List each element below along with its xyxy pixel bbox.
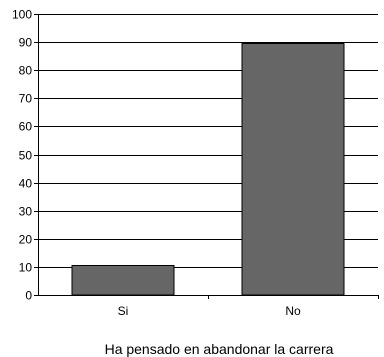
y-tick-label: 40 (19, 177, 33, 191)
x-category-label: No (285, 304, 301, 318)
bar-no (241, 43, 345, 296)
y-tick-label: 80 (19, 64, 33, 78)
y-tick-label: 20 (19, 233, 33, 247)
x-axis-categories: Si No (118, 295, 379, 318)
x-category-label: Si (118, 304, 129, 318)
y-tick-label: 50 (19, 149, 33, 163)
y-tick-label: 70 (19, 92, 33, 106)
y-tick-label: 30 (19, 205, 33, 219)
y-axis-ticks: 0 10 20 30 40 50 60 70 80 90 100 (12, 8, 38, 303)
y-tick-label: 60 (19, 120, 33, 134)
bars (71, 43, 345, 296)
gridlines (38, 14, 378, 268)
y-tick-label: 10 (19, 261, 33, 275)
x-axis-title: Ha pensado en abandonar la carrera (105, 341, 334, 357)
bar-si (71, 264, 175, 296)
y-tick-label: 90 (19, 36, 33, 50)
y-tick-label: 0 (25, 289, 32, 303)
y-tick-label: 100 (12, 8, 32, 22)
